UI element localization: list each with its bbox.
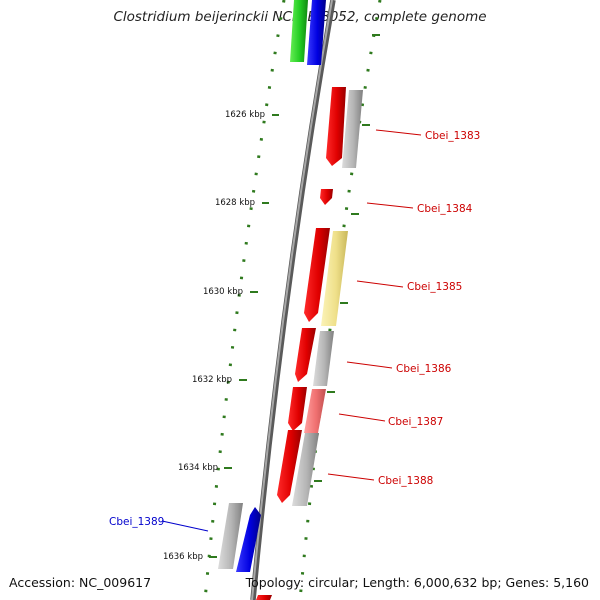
gene-label-cbei-1387[interactable]: Cbei_1387 <box>388 416 443 428</box>
gene-cbei-1386-partner <box>313 331 334 386</box>
gene-cbei-1388-partner <box>292 433 319 506</box>
gene-blue-top <box>307 0 326 65</box>
tick-1636: 1636 kbp <box>163 552 217 562</box>
tick-label-1628: 1628 kbp <box>215 198 255 208</box>
gene-cbei-1383-partner <box>342 90 363 168</box>
tick-1630: 1630 kbp <box>203 287 258 297</box>
gene-label-leaders <box>161 129 422 532</box>
gene-cbei-1387 <box>288 387 307 431</box>
gene-cbei-1383 <box>326 87 346 166</box>
gene-cbei-1384 <box>320 189 333 205</box>
tick-1634: 1634 kbp <box>178 463 232 473</box>
gene-cbei-1389 <box>236 507 261 572</box>
tick-1632: 1632 kbp <box>192 375 247 385</box>
gene-label-cbei-1386[interactable]: Cbei_1386 <box>396 363 452 375</box>
tick-label-1632: 1632 kbp <box>192 375 232 385</box>
genome-summary-text: Topology: circular; Length: 6,000,632 bp… <box>245 575 589 590</box>
genome-backbone-highlight <box>251 0 333 600</box>
inner-dotted-ring <box>203 0 286 600</box>
tick-1628: 1628 kbp <box>215 198 269 208</box>
tick-label-1636: 1636 kbp <box>163 552 203 562</box>
tick-1626: 1626 kbp <box>225 110 279 120</box>
gene-green-top <box>290 0 308 62</box>
gene-label-cbei-1388[interactable]: Cbei_1388 <box>378 475 433 487</box>
gene-cbei-1385-partner <box>321 231 348 326</box>
accession-text: Accession: NC_009617 <box>9 575 152 590</box>
gene-cbei-1385 <box>304 228 330 322</box>
gene-label-cbei-1383[interactable]: Cbei_1383 <box>425 130 480 142</box>
tick-label-1634: 1634 kbp <box>178 463 218 473</box>
gene-label-cbei-1389[interactable]: Cbei_1389 <box>109 516 164 528</box>
tick-label-1630: 1630 kbp <box>203 287 243 297</box>
genome-backbone <box>250 0 336 600</box>
gene-cbei-1386 <box>295 328 316 382</box>
gene-cbei-1388 <box>277 430 302 503</box>
gene-red-bottom <box>256 595 272 600</box>
gene-label-cbei-1385[interactable]: Cbei_1385 <box>407 281 462 293</box>
tick-label-1626: 1626 kbp <box>225 110 265 120</box>
gene-cbei-1387-partner <box>304 389 326 433</box>
gene-cbei-1389-partner <box>218 503 243 569</box>
outer-tick-dashes <box>314 34 380 482</box>
gene-label-cbei-1384[interactable]: Cbei_1384 <box>417 203 473 215</box>
